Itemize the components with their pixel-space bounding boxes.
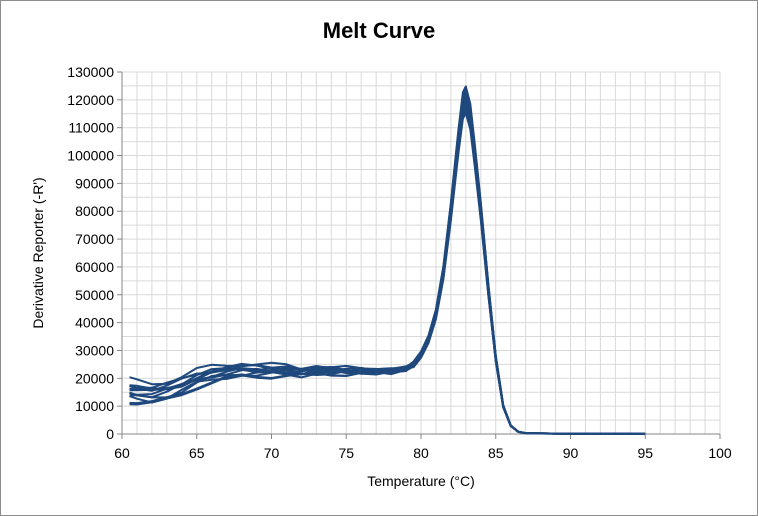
y-tick-label: 40000 [75, 315, 114, 331]
y-tick-label: 100000 [67, 148, 114, 164]
y-tick-label: 110000 [68, 120, 114, 136]
y-tick-label: 90000 [75, 175, 114, 191]
x-axis-label: Temperature (°C) [367, 473, 475, 489]
x-tick-label: 75 [338, 445, 354, 461]
chart-title: Melt Curve [323, 18, 435, 43]
series-lines [129, 85, 646, 435]
y-tick-label: 20000 [75, 370, 114, 386]
y-tick-label: 10000 [75, 398, 114, 414]
y-axis-label: Derivative Reporter (-R') [30, 177, 46, 328]
x-tick-label: 95 [637, 445, 653, 461]
x-tick-label: 80 [413, 445, 429, 461]
x-tick-label: 60 [114, 445, 130, 461]
x-tick-label: 90 [563, 445, 579, 461]
y-tick-label: 30000 [75, 342, 114, 358]
y-tick-label: 120000 [67, 92, 114, 108]
y-tick-labels: 0 10000 20000 30000 40000 50000 60000 70000 8000… [67, 64, 114, 442]
y-tick-label: 70000 [75, 231, 114, 247]
y-tick-label: 130000 [67, 64, 114, 80]
x-tick-label: 70 [264, 445, 280, 461]
x-tick-label: 65 [189, 445, 205, 461]
x-tick-labels: 60 65 70 75 80 85 90 95 100 [114, 445, 732, 461]
series-line-6 [129, 85, 646, 435]
x-tick-label: 85 [488, 445, 504, 461]
series-line-12 [129, 108, 646, 435]
y-tick-label: 80000 [75, 203, 114, 219]
y-tick-label: 60000 [75, 259, 114, 275]
x-tick-label: 100 [708, 445, 732, 461]
y-tick-label: 0 [106, 426, 114, 442]
y-tick-label: 50000 [75, 287, 114, 303]
series-line-4 [129, 95, 646, 435]
series-line-8 [129, 92, 646, 435]
